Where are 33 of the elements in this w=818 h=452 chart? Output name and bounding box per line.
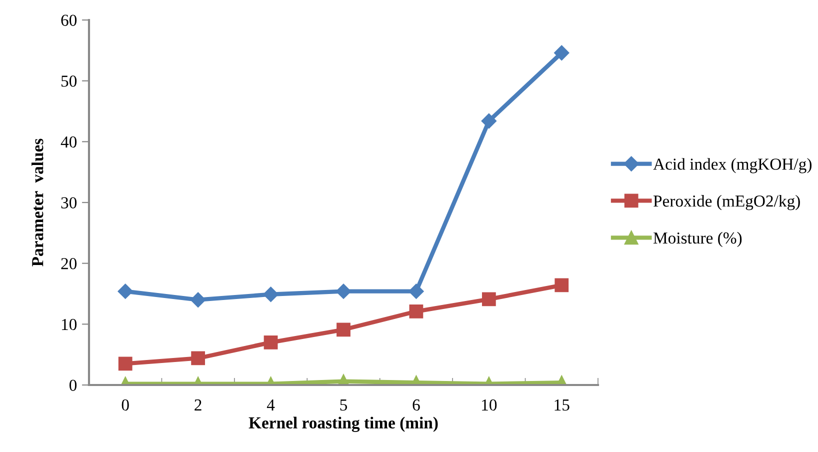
y-tick-label: 50	[61, 76, 77, 87]
x-tick-label: 10	[482, 399, 497, 411]
legend-label: Peroxide (mEgO2/kg)	[653, 194, 800, 210]
y-tick-label: 30	[61, 197, 77, 208]
y-tick-label: 60	[61, 14, 77, 26]
x-axis-title: Kernel roasting time (min)	[248, 416, 438, 432]
point	[481, 113, 496, 129]
point	[191, 351, 206, 366]
x-tick-label: 2	[194, 399, 202, 410]
y-tick-label: 40	[60, 136, 77, 148]
point	[118, 356, 132, 371]
point	[554, 278, 569, 292]
point	[408, 284, 424, 299]
y-axis-title: Parameter values	[32, 138, 44, 266]
x-tick-label: 0	[122, 399, 129, 411]
x-tick-label: 5	[340, 400, 348, 411]
point	[409, 304, 424, 318]
point	[118, 284, 133, 299]
y-tick-label: 0	[69, 380, 77, 391]
point	[190, 292, 206, 308]
x-tick-label: 4	[266, 399, 275, 410]
x-tick-label: 6	[412, 399, 420, 411]
y-tick-label: 20	[61, 258, 77, 270]
point	[336, 284, 352, 299]
point	[263, 286, 278, 302]
point	[336, 322, 350, 337]
y-tick-label: 10	[62, 318, 77, 330]
point	[264, 335, 278, 350]
x-tick-label: 15	[554, 399, 570, 411]
legend-label: Acid index (mgKOH/g)	[653, 158, 812, 174]
point	[554, 45, 570, 60]
point	[482, 292, 496, 306]
legend-label: Moisture (%)	[653, 232, 742, 248]
